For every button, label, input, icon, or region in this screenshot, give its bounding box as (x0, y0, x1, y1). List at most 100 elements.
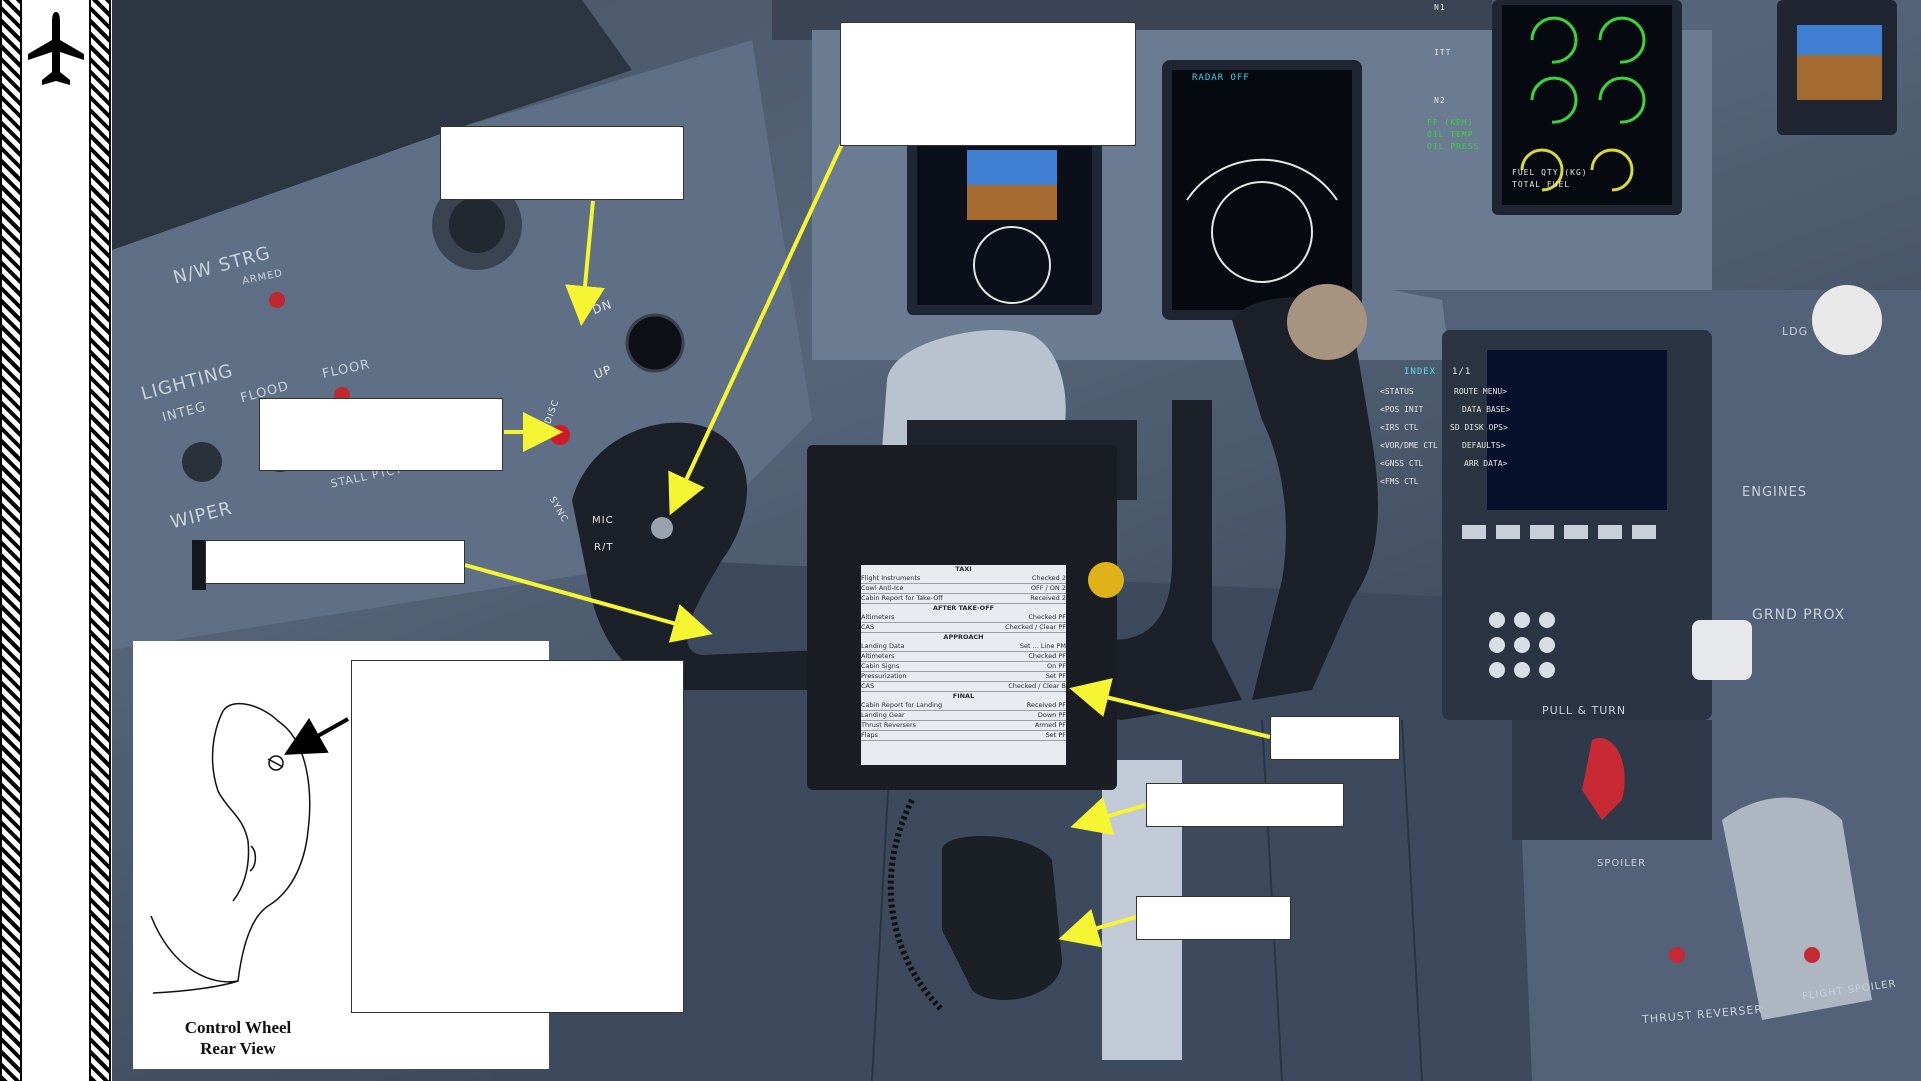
checklist-row: CAS Checked / Clear B (861, 682, 1066, 692)
radar-off-text: RADAR OFF (1192, 73, 1250, 83)
callout-box-trim-switch (440, 126, 684, 200)
checklist-row: Altimeters Checked PF (861, 652, 1066, 662)
checklist-row: Cowl Anti-Ice OFF / ON 2 (861, 584, 1066, 594)
mcdu-gnss-ctl[interactable]: <GNSS CTL (1380, 459, 1424, 468)
arrow-column (1070, 796, 1147, 836)
checklist-row: Landing Gear Down PF (861, 711, 1066, 721)
checklist-row: Cabin Report for Landing Received PF (861, 701, 1066, 711)
checklist-approach-header: APPROACH (943, 633, 984, 641)
callout-box-mic-switch (840, 22, 1136, 146)
checklist-item: Cowl Anti-Ice (861, 584, 904, 592)
callout-box-hand-mic (1136, 896, 1291, 940)
checklist-value: Set ... Line PM (1019, 642, 1066, 650)
arrow-hand-mic (1058, 908, 1137, 948)
checklist-item: CAS (861, 623, 875, 631)
mcdu-data-base[interactable]: DATA BASE> (1462, 405, 1511, 414)
checklist-item: Flight Instruments (861, 574, 921, 582)
checklist-value: On PF (1047, 662, 1066, 670)
arrow-yoke (464, 563, 713, 643)
total-fuel-text: TOTAL FUEL (1512, 180, 1571, 189)
n2-text: N2 (1434, 96, 1446, 105)
checklist-item: Landing Gear (861, 711, 905, 719)
checklist-item: Pressurization (861, 672, 907, 680)
itt-text: ITT (1434, 48, 1452, 57)
mic-label: MIC (592, 515, 614, 526)
inset-arrow (284, 717, 349, 755)
checklist-item: Cabin Signs (861, 662, 900, 670)
ff-kph-text: FF (KPH) (1427, 118, 1474, 127)
arrow-mic-switch (668, 143, 844, 516)
mcdu-pos-init[interactable]: <POS INIT (1380, 405, 1424, 414)
inset-caption-line1: Control Wheel (184, 1018, 292, 1037)
inset-caption: Control Wheel Rear View (133, 1017, 343, 1059)
control-wheel-drawing (150, 702, 349, 994)
inset-caption-line2: Rear View (200, 1039, 276, 1058)
mcdu-index-title: INDEX (1404, 367, 1437, 377)
checklist-value: Set PF (1045, 731, 1066, 739)
checklist-item: Cabin Report for Take-Off (861, 594, 943, 602)
checklist-value: Down PF (1037, 711, 1066, 719)
inset-callout-box (351, 660, 684, 1013)
mcdu-index-page: 1/1 (1452, 367, 1472, 377)
arrow-checklist (1069, 678, 1271, 739)
ldg-label: LDG (1782, 325, 1809, 338)
checklist-item: Cabin Report for Landing (861, 701, 943, 709)
callout-box-checklist (1270, 716, 1400, 760)
checklist-item: Altimeters (861, 652, 895, 660)
checklist-row: Cabin Signs On PF (861, 662, 1066, 672)
pull-turn-label: PULL & TURN (1542, 704, 1627, 717)
mcdu-sd-disk-ops[interactable]: SD DISK OPS> (1450, 423, 1508, 432)
mcdu-arr-data[interactable]: ARR DATA> (1464, 459, 1508, 468)
checklist-row: Altimeters Checked PF (861, 613, 1066, 623)
airplane-icon (28, 12, 84, 85)
grnd-prox-label: GRND PROX (1752, 607, 1846, 623)
checklist-value: Received PF (1026, 701, 1066, 709)
checklist-value: Received 2 (1030, 594, 1066, 602)
hatch-stripe-right (89, 0, 111, 1081)
checklist-taxi-header: TAXI (955, 565, 972, 573)
rt-label: R/T (594, 542, 614, 553)
checklist-row: Pressurization Set PF (861, 672, 1066, 682)
sidebar-strip (0, 0, 112, 1081)
arrow-trim-switch (565, 200, 605, 326)
engines-label: ENGINES (1742, 485, 1808, 500)
cockpit-illustration (112, 0, 1921, 1081)
checklist-value: Set PF (1045, 672, 1066, 680)
oil-press-text: OIL PRESS (1427, 142, 1480, 151)
checklist-card (861, 565, 1066, 765)
checklist-value: Checked PF (1028, 652, 1066, 660)
cockpit-photo: N/W STRG ARMED LIGHTING INTEG FLOOD FLOO… (112, 0, 1921, 1081)
checklist-item: Flaps (861, 731, 879, 739)
checklist-final-header: FINAL (952, 692, 975, 700)
checklist-row: Thrust Reversers Armed PF (861, 721, 1066, 731)
spoiler-label: SPOILER (1597, 858, 1647, 869)
checklist-item: Altimeters (861, 613, 895, 621)
mcdu-defaults[interactable]: DEFAULTS> (1462, 441, 1506, 450)
hatch-stripe-left (0, 0, 22, 1081)
checklist-item: CAS (861, 682, 875, 690)
checklist-item: Thrust Reversers (861, 721, 917, 729)
callout-box-column (1146, 783, 1344, 827)
checklist-value: Armed PF (1034, 721, 1066, 729)
mcdu-irs-ctl[interactable]: <IRS CTL (1380, 423, 1419, 432)
mcdu-vor-dme-ctl[interactable]: <VOR/DME CTL (1380, 441, 1438, 450)
n1-text: N1 (1434, 3, 1446, 12)
checklist-row: Landing Data Set ... Line PM (861, 642, 1066, 652)
callout-box-ap-disc (259, 398, 503, 471)
checklist-item: Landing Data (861, 642, 905, 650)
mcdu-fms-ctl[interactable]: <FMS CTL (1380, 477, 1419, 486)
checklist-value: OFF / ON 2 (1030, 584, 1066, 592)
checklist-text: TAXI Flight Instruments Checked 2 Cowl Ant… (861, 565, 1066, 765)
checklist-after-takeoff-header: AFTER TAKE-OFF (932, 604, 995, 612)
checklist-row: CAS Checked / Clear PF (861, 623, 1066, 633)
mcdu-status[interactable]: <STATUS (1380, 387, 1414, 396)
checklist-row: Cabin Report for Take-Off Received 2 (861, 594, 1066, 604)
mcdu-route-menu[interactable]: ROUTE MENU> (1454, 387, 1507, 396)
checklist-value: Checked 2 (1031, 574, 1066, 582)
callout-box-yoke (205, 540, 465, 584)
checklist-row: Flaps Set PF (861, 731, 1066, 741)
checklist-value: Checked / Clear B (1008, 682, 1066, 690)
checklist-value: Checked / Clear PF (1005, 623, 1066, 631)
oil-temp-text: OIL TEMP (1427, 130, 1474, 139)
